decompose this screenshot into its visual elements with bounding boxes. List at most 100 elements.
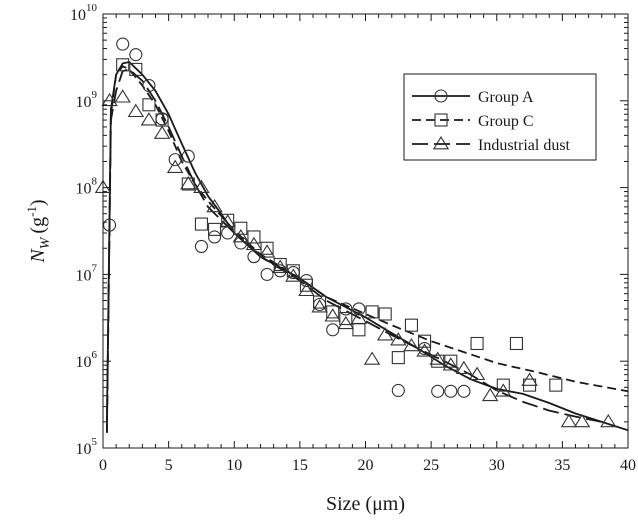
x-tick-label: 5 [165,457,173,474]
data-point-triangle [455,360,473,375]
data-point-triangle [298,282,315,297]
data-point-square [129,62,143,76]
data-point-triangle [363,351,381,365]
data-point-triangle [153,125,171,139]
data-point-circle [352,302,366,316]
data-point-triangle [521,372,538,386]
data-point-square [247,230,261,244]
data-point-square [273,257,287,272]
data-point-triangle [127,103,145,118]
data-point-triangle [114,89,131,103]
data-point-triangle [350,310,368,324]
data-point-circle [116,37,130,51]
data-point-square [404,318,418,332]
legend-entry: Group A [412,89,534,106]
data-point-triangle [429,351,446,365]
x-tick-label: 30 [489,457,505,474]
series-square-points [116,58,563,392]
data-point-triangle [232,229,250,243]
data-point-circle [194,239,208,253]
data-point-circle [247,250,261,264]
data-point-circle [444,384,458,398]
data-point-triangle [442,357,460,371]
data-point-triangle [258,244,276,258]
data-point-square [339,311,353,326]
x-tick-label: 15 [292,457,308,474]
x-tick-label: 10 [226,457,242,474]
data-point-square [378,307,392,321]
data-point-triangle [560,413,578,428]
plot-area [94,37,628,433]
data-point-triangle [166,159,184,173]
data-point-circle [181,149,195,163]
data-point-square [509,336,523,351]
series-triangle-points [94,89,617,428]
legend-label: Industrial dust [478,137,571,154]
legend: Group A Group C Industrial dust [403,73,597,161]
data-point-square [116,58,130,72]
x-tick-label: 40 [620,457,636,474]
data-point-triangle [600,413,617,428]
data-point-triangle [245,236,263,251]
y-tick-label: 107 [76,262,98,284]
data-point-square [418,334,432,348]
axes: 0 5 10 15 20 25 30 35 40 105 106 107 108 109 1010 Size … [24,2,636,515]
data-point-triangle [193,179,210,193]
data-point-square [365,305,379,319]
data-point-square [234,221,248,235]
data-point-square [142,98,156,112]
data-point-square [194,217,208,231]
legend-entry: Group C [412,113,534,130]
data-point-circle [129,48,143,62]
legend-label: Group A [478,89,534,106]
data-point-circle [234,236,248,250]
y-tick-label: 106 [76,349,98,371]
x-tick-label: 20 [358,457,374,474]
legend-square-marker [434,113,448,127]
data-point-square [470,336,484,351]
data-point-circle [260,267,274,281]
x-tick-label: 25 [423,457,439,474]
data-point-circle [457,384,471,398]
data-point-square [208,222,222,236]
data-point-triangle [495,383,512,397]
data-point-circle [431,384,445,398]
data-point-square [391,351,405,365]
data-point-triangle [206,198,223,213]
data-point-square [352,323,366,337]
data-point-circle [168,153,182,167]
y-axis-title: NW(g-1) [24,199,53,263]
data-point-triangle [180,176,197,190]
data-point-circle [103,218,117,232]
data-point-circle [418,341,432,356]
data-point-triangle [101,92,118,107]
data-point-triangle [311,299,328,313]
y-tick-label: 108 [76,176,98,198]
data-point-square [549,378,563,392]
data-point-square [313,295,327,309]
data-point-triangle [390,332,407,346]
x-axis-title: Size (μm) [326,493,405,515]
data-point-square [299,278,313,292]
data-point-triangle [481,387,499,402]
data-point-triangle [271,259,289,273]
data-point-triangle [285,268,302,282]
data-point-triangle [468,366,486,381]
data-point-triangle [324,308,341,322]
data-point-square [286,264,300,278]
data-point-circle [208,230,222,244]
data-point-square [444,354,458,368]
curve-square [106,65,628,433]
data-point-triangle [416,343,433,357]
legend-circle-marker [434,89,448,103]
data-point-triangle [573,413,591,428]
data-point-triangle [140,112,158,126]
data-point-circle [326,323,340,337]
y-tick-label: 1010 [70,2,98,24]
x-tick-label: 0 [99,457,107,474]
data-point-circle [142,78,156,93]
data-point-triangle [337,315,355,330]
data-point-triangle [376,327,394,341]
data-point-triangle [403,337,420,352]
